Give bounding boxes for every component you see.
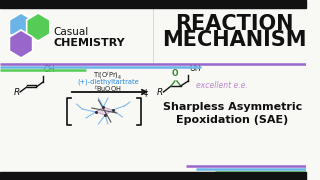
Polygon shape — [27, 13, 50, 41]
Text: Ti(O$^i$Pr)$_4$: Ti(O$^i$Pr)$_4$ — [93, 70, 123, 82]
Polygon shape — [96, 107, 113, 115]
Text: OH: OH — [44, 65, 56, 74]
Text: O: O — [172, 69, 178, 78]
Text: R: R — [157, 87, 163, 96]
Text: OH: OH — [189, 64, 201, 73]
Bar — [0, 172, 306, 180]
Polygon shape — [9, 13, 33, 41]
Text: $^t$BuOOH: $^t$BuOOH — [94, 82, 122, 93]
Text: REACTION: REACTION — [175, 14, 293, 34]
Text: ‡: ‡ — [143, 88, 148, 97]
Text: MECHANISM: MECHANISM — [162, 30, 307, 50]
Polygon shape — [9, 30, 33, 58]
Text: Epoxidation (SAE): Epoxidation (SAE) — [176, 115, 288, 125]
Text: CHEMISTRY: CHEMISTRY — [53, 38, 125, 48]
Text: (+)-diethyltartrate: (+)-diethyltartrate — [77, 79, 139, 85]
Text: Casual: Casual — [53, 27, 89, 37]
Text: R: R — [13, 87, 20, 96]
Text: excellent e.e.: excellent e.e. — [196, 80, 248, 89]
Bar — [0, 0, 306, 8]
Text: Sharpless Asymmetric: Sharpless Asymmetric — [163, 102, 302, 112]
